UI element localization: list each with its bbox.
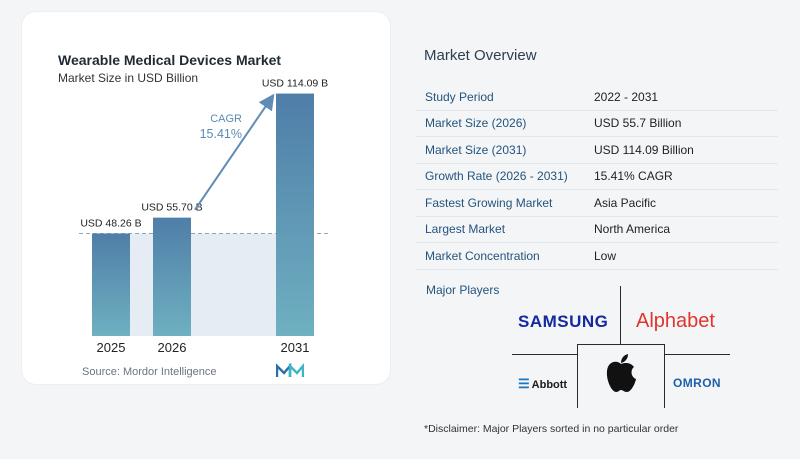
overview-key: Largest Market — [416, 216, 594, 243]
bar-2025 — [92, 233, 130, 336]
overview-row: Growth Rate (2026 - 2031) 15.41% CAGR — [416, 163, 778, 190]
overview-row: Study Period 2022 - 2031 — [416, 84, 778, 111]
chart-title: Wearable Medical Devices Market — [58, 52, 282, 68]
overview-value: North America — [594, 216, 778, 243]
overview-row: Market Size (2031) USD 114.09 Billion — [416, 136, 778, 164]
source-credit: Source: Mordor Intelligence — [82, 366, 217, 378]
samsung-logo: SAMSUNG — [518, 312, 609, 331]
overview-key: Growth Rate (2026 - 2031) — [416, 163, 594, 190]
overview-value: USD 114.09 Billion — [594, 136, 778, 164]
overview-key: Fastest Growing Market — [416, 189, 594, 217]
x-tick-label: 2026 — [158, 340, 187, 355]
overview-key: Market Size (2031) — [416, 136, 594, 164]
cagr-value: 15.41% — [200, 127, 242, 141]
overview-value: Asia Pacific — [594, 189, 778, 217]
bar-chart: USD 48.26 B 2025 USD 55.70 B 2026 USD 114.09… — [79, 78, 328, 355]
bar-2026 — [153, 217, 191, 336]
overview-value: USD 55.7 Billion — [594, 110, 778, 137]
apple-logo-icon — [606, 354, 636, 392]
mordor-logo-icon — [276, 363, 304, 377]
cagr-label: CAGR — [210, 113, 242, 125]
abbott-mark-icon: ☰ — [518, 376, 530, 391]
bar-value-label: USD 48.26 B — [80, 217, 141, 229]
bar-value-label: USD 55.70 B — [141, 202, 202, 214]
major-players-label: Major Players — [426, 283, 500, 297]
overview-key: Market Size (2026) — [416, 110, 594, 137]
market-overview-table: Study Period 2022 - 2031 Market Size (2026… — [416, 84, 778, 270]
overview-key: Study Period — [416, 84, 594, 111]
overview-value: 2022 - 2031 — [594, 84, 778, 111]
overview-key: Market Concentration — [416, 242, 594, 270]
abbott-logo-text: Abbott — [531, 379, 568, 391]
x-tick-label: 2031 — [281, 340, 310, 355]
overview-row: Fastest Growing Market Asia Pacific — [416, 189, 778, 217]
overview-row: Largest Market North America — [416, 216, 778, 243]
logo-divider-horizontal-left — [512, 354, 578, 355]
market-overview-title: Market Overview — [424, 47, 537, 64]
logo-divider-vertical-top — [620, 286, 621, 344]
overview-value: 15.41% CAGR — [594, 163, 778, 190]
bar-2031 — [276, 93, 314, 336]
omron-logo: OMRON — [673, 376, 721, 390]
apple-box-top — [577, 344, 665, 345]
abbott-logo: ☰ Abbott — [518, 376, 567, 392]
cagr-arrow — [194, 93, 275, 211]
overview-row: Market Size (2026) USD 55.7 Billion — [416, 110, 778, 137]
apple-box-left — [577, 344, 578, 408]
bar-value-label: USD 114.09 B — [262, 78, 328, 90]
overview-row: Market Concentration Low — [416, 242, 778, 270]
overview-value: Low — [594, 242, 778, 270]
apple-box-right — [664, 344, 665, 408]
x-tick-label: 2025 — [97, 340, 126, 355]
alphabet-logo: Alphabet — [636, 310, 715, 332]
disclaimer: *Disclaimer: Major Players sorted in no … — [424, 423, 679, 435]
chart-subtitle: Market Size in USD Billion — [58, 71, 199, 85]
logo-divider-horizontal-right — [664, 354, 730, 355]
